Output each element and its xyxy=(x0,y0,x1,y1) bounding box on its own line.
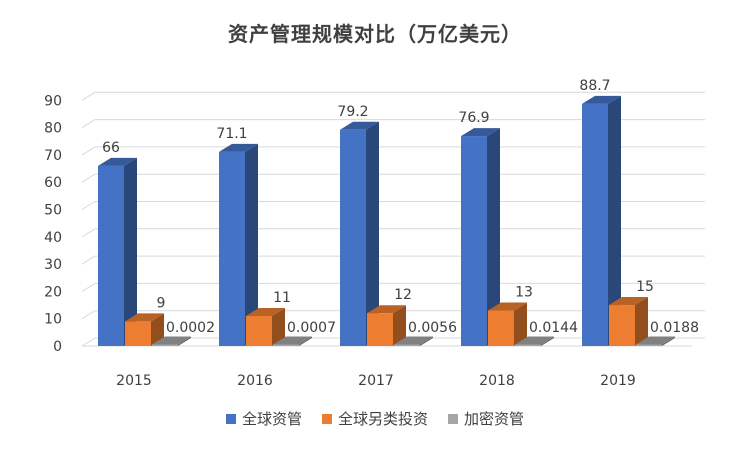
bar-top xyxy=(152,336,191,345)
bar-top xyxy=(125,313,164,322)
gridline-side xyxy=(81,228,96,238)
y-tick-label: 50 xyxy=(44,203,62,219)
bar-top xyxy=(609,297,648,306)
gridline-side xyxy=(81,310,96,320)
data-label: 13 xyxy=(515,285,533,301)
bar xyxy=(582,103,608,346)
chart-title: 资产管理规模对比（万亿美元） xyxy=(228,22,522,46)
bar xyxy=(98,165,124,346)
data-label: 71.1 xyxy=(216,126,247,142)
legend-item: 加密资管 xyxy=(448,408,524,429)
bar xyxy=(609,305,635,346)
data-label: 0.0056 xyxy=(408,320,457,336)
data-label: 12 xyxy=(394,287,412,303)
data-label: 76.9 xyxy=(458,110,489,126)
x-tick-label: 2016 xyxy=(237,373,273,389)
bar xyxy=(394,344,420,346)
bar-top xyxy=(488,302,527,311)
data-label: 79.2 xyxy=(337,104,368,120)
bar-side xyxy=(299,336,312,346)
bar xyxy=(219,151,245,346)
bar xyxy=(246,315,272,346)
bar xyxy=(461,136,487,346)
legend-label: 全球另类投资 xyxy=(337,410,428,428)
x-tick-label: 2015 xyxy=(116,373,152,389)
bar-side xyxy=(124,157,137,346)
gridline-side xyxy=(81,201,96,210)
gridline-side xyxy=(81,146,96,156)
bar-top xyxy=(515,336,554,345)
gridline-side xyxy=(81,337,96,347)
bar xyxy=(340,129,366,346)
data-label: 0.0188 xyxy=(650,320,699,336)
data-label: 0.0007 xyxy=(287,320,336,336)
x-tick-label: 2018 xyxy=(479,373,515,389)
bar-top xyxy=(582,95,621,104)
data-label: 9 xyxy=(157,295,166,311)
legend-item: 全球另类投资 xyxy=(321,408,428,429)
bar-side xyxy=(608,95,621,346)
bar-side xyxy=(272,307,285,346)
legend-swatch xyxy=(225,413,236,424)
bar xyxy=(488,310,514,346)
bar-top xyxy=(340,121,379,130)
y-tick-label: 30 xyxy=(44,257,62,273)
data-label: 88.7 xyxy=(579,78,610,94)
y-tick-label: 0 xyxy=(53,339,62,355)
legend-swatch xyxy=(321,413,332,424)
bar-top xyxy=(219,143,258,152)
bar xyxy=(125,321,151,346)
bar-top xyxy=(394,336,433,345)
bar-side xyxy=(514,302,527,346)
y-tick-label: 60 xyxy=(44,175,62,191)
y-tick-label: 70 xyxy=(44,148,62,164)
bar-side xyxy=(541,336,554,346)
bar-side xyxy=(393,305,406,346)
bar-top xyxy=(98,157,137,166)
data-label: 11 xyxy=(273,290,291,306)
bar-top xyxy=(367,305,406,314)
bar xyxy=(636,344,662,346)
gridline-side xyxy=(81,91,96,101)
bar-side xyxy=(635,297,648,346)
bar-side xyxy=(245,143,258,346)
y-tick-label: 90 xyxy=(44,93,62,109)
bar-side xyxy=(151,313,164,346)
bar-top xyxy=(273,336,312,345)
data-label: 15 xyxy=(636,279,654,295)
gridline-side xyxy=(81,282,96,292)
gridline-side xyxy=(81,119,96,129)
legend-label: 加密资管 xyxy=(464,410,525,428)
bar-top xyxy=(636,336,675,345)
x-tick-label: 2019 xyxy=(600,373,636,389)
legend-item: 全球资管 xyxy=(225,408,302,429)
bar-side xyxy=(178,336,191,346)
bar xyxy=(367,313,393,346)
bar xyxy=(152,344,178,346)
y-tick-label: 80 xyxy=(44,121,62,137)
y-tick-label: 10 xyxy=(44,312,62,328)
legend-label: 全球资管 xyxy=(241,410,302,428)
gridline-side xyxy=(81,255,96,265)
data-label: 0.0002 xyxy=(166,320,215,336)
x-tick-label: 2017 xyxy=(358,373,394,389)
legend-swatch xyxy=(448,413,458,424)
bar-side xyxy=(420,336,433,346)
bar-top xyxy=(461,128,500,137)
bar-side xyxy=(662,336,675,346)
data-label: 66 xyxy=(102,140,120,156)
bar-top xyxy=(246,307,285,316)
bar-side xyxy=(366,121,379,346)
y-tick-label: 40 xyxy=(44,230,62,246)
bar-side xyxy=(487,128,500,346)
gridline-side xyxy=(81,173,96,183)
bar xyxy=(515,344,541,346)
data-label: 0.0144 xyxy=(529,320,578,336)
y-tick-label: 20 xyxy=(44,284,62,300)
legend: 全球资管 全球另类投资 加密资管 xyxy=(0,408,750,429)
bar xyxy=(273,344,299,346)
